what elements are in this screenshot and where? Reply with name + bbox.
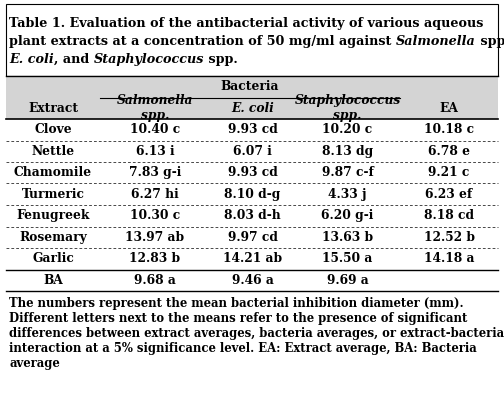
- Text: Turmeric: Turmeric: [22, 188, 85, 201]
- Text: 4.33 j: 4.33 j: [328, 188, 367, 201]
- Text: Rosemary: Rosemary: [19, 231, 87, 244]
- Text: 6.78 e: 6.78 e: [428, 145, 470, 158]
- Text: Clove: Clove: [34, 123, 72, 136]
- Text: average: average: [9, 357, 60, 370]
- Text: plant extracts at a concentration of 50 mg/ml against: plant extracts at a concentration of 50 …: [9, 35, 396, 48]
- Text: 8.03 d-h: 8.03 d-h: [224, 209, 281, 222]
- Text: Chamomile: Chamomile: [14, 166, 92, 179]
- Text: 6.20 g-i: 6.20 g-i: [322, 209, 373, 222]
- Text: 12.52 b: 12.52 b: [423, 231, 474, 244]
- Text: 7.83 g-i: 7.83 g-i: [129, 166, 181, 179]
- Text: interaction at a 5% significance level. EA: Extract average, BA: Bacteria: interaction at a 5% significance level. …: [9, 342, 477, 355]
- Text: 10.18 c: 10.18 c: [424, 123, 474, 136]
- Text: Bacteria: Bacteria: [221, 80, 279, 93]
- Text: 9.46 a: 9.46 a: [231, 274, 274, 287]
- Text: 9.87 c-f: 9.87 c-f: [322, 166, 373, 179]
- Text: 8.18 cd: 8.18 cd: [424, 209, 474, 222]
- Text: Fenugreek: Fenugreek: [16, 209, 90, 222]
- Text: Staphylococcus: Staphylococcus: [94, 53, 204, 66]
- Text: Different letters next to the means refer to the presence of significant: Different letters next to the means refe…: [9, 312, 467, 325]
- Text: 9.97 cd: 9.97 cd: [227, 231, 278, 244]
- Text: EA: EA: [439, 102, 459, 115]
- Text: 9.21 c: 9.21 c: [428, 166, 470, 179]
- Text: 14.18 a: 14.18 a: [424, 252, 474, 265]
- Text: 9.93 cd: 9.93 cd: [228, 166, 277, 179]
- Text: spp.: spp.: [204, 53, 237, 66]
- Text: Table 1. Evaluation of the antibacterial activity of various aqueous: Table 1. Evaluation of the antibacterial…: [9, 17, 483, 30]
- Text: 10.20 c: 10.20 c: [323, 123, 372, 136]
- Text: 10.30 c: 10.30 c: [130, 209, 180, 222]
- Bar: [6, 119, 498, 291]
- Text: Salmonella
spp.: Salmonella spp.: [117, 94, 193, 122]
- Text: 6.23 ef: 6.23 ef: [425, 188, 473, 201]
- Text: 6.27 hi: 6.27 hi: [131, 188, 179, 201]
- Text: Garlic: Garlic: [32, 252, 74, 265]
- Text: E. coli: E. coli: [9, 53, 54, 66]
- Text: 14.21 ab: 14.21 ab: [223, 252, 282, 265]
- Text: 8.10 d-g: 8.10 d-g: [224, 188, 281, 201]
- Text: E. coli: E. coli: [231, 102, 274, 115]
- Text: Nettle: Nettle: [31, 145, 75, 158]
- Text: spp.,: spp.,: [476, 35, 504, 48]
- Text: 15.50 a: 15.50 a: [323, 252, 372, 265]
- Text: Staphylococcus
spp.: Staphylococcus spp.: [294, 94, 401, 122]
- Text: Extract: Extract: [28, 102, 78, 115]
- Text: The numbers represent the mean bacterial inhibition diameter (mm).: The numbers represent the mean bacterial…: [9, 297, 464, 310]
- Text: 6.13 i: 6.13 i: [136, 145, 174, 158]
- Text: 9.93 cd: 9.93 cd: [228, 123, 277, 136]
- Text: 12.83 b: 12.83 b: [130, 252, 180, 265]
- Text: Salmonella: Salmonella: [396, 35, 476, 48]
- Text: 13.63 b: 13.63 b: [322, 231, 373, 244]
- Bar: [6, 76, 498, 119]
- Text: 10.40 c: 10.40 c: [130, 123, 180, 136]
- Text: 13.97 ab: 13.97 ab: [125, 231, 184, 244]
- Text: , and: , and: [54, 53, 94, 66]
- Text: differences between extract averages, bacteria averages, or extract-bacteria: differences between extract averages, ba…: [9, 327, 504, 340]
- Text: 6.07 i: 6.07 i: [233, 145, 272, 158]
- Text: 8.13 dg: 8.13 dg: [322, 145, 373, 158]
- Bar: [6, 4, 498, 76]
- Text: BA: BA: [43, 274, 63, 287]
- Text: 9.68 a: 9.68 a: [134, 274, 176, 287]
- Text: 9.69 a: 9.69 a: [327, 274, 368, 287]
